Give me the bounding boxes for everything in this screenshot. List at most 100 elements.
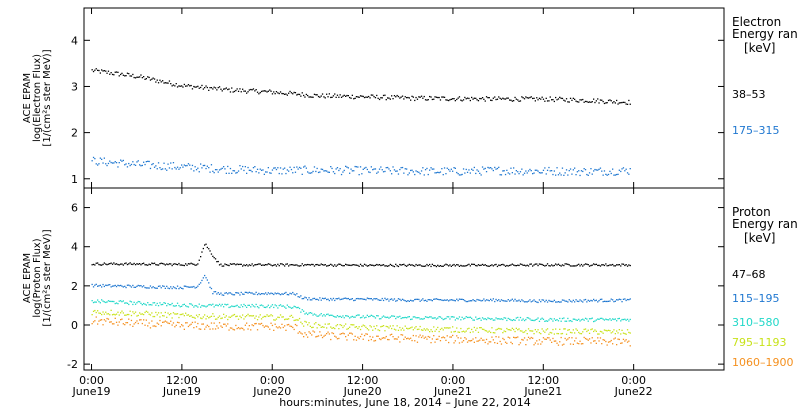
electron-data-point: [166, 82, 168, 84]
proton-data-point: [92, 286, 95, 288]
electron-data-point: [574, 98, 576, 100]
proton-data-point: [350, 264, 352, 267]
proton-data-point: [556, 319, 558, 321]
proton-data-point: [509, 318, 511, 320]
proton-data-point: [353, 324, 355, 326]
proton-data-point: [133, 312, 135, 315]
proton-data-point: [437, 264, 439, 266]
proton-data-point: [149, 285, 152, 287]
proton-data-point: [205, 277, 207, 279]
electron-data-point: [250, 88, 252, 91]
proton-data-point: [324, 297, 326, 299]
electron-data-point: [452, 170, 454, 172]
proton-data-point: [240, 263, 242, 265]
electron-data-point: [190, 84, 192, 87]
proton-data-point: [218, 322, 221, 324]
proton-data-point: [389, 334, 391, 336]
xtick-time-label: 0:00: [260, 374, 285, 387]
electron-data-point: [363, 96, 366, 99]
electron-data-point: [452, 98, 454, 100]
proton-data-point: [168, 287, 171, 290]
proton-data-point: [578, 331, 580, 334]
proton-data-point: [242, 293, 244, 295]
electron-data-point: [618, 102, 620, 104]
proton-data-point: [168, 322, 171, 325]
proton-data-point: [408, 338, 410, 340]
electron-data-point: [479, 97, 481, 100]
proton-data-point: [126, 263, 129, 266]
electron-data-point: [136, 161, 138, 163]
proton-data-point: [418, 298, 420, 301]
proton-data-point: [515, 317, 517, 319]
electron-data-point: [145, 161, 147, 163]
proton-data-point: [372, 299, 374, 301]
proton-data-point: [221, 294, 223, 296]
proton-data-point: [97, 262, 99, 264]
electron-data-point: [365, 166, 367, 169]
proton-data-point: [370, 298, 372, 300]
electron-data-point: [331, 96, 333, 98]
proton-ytick-label: 6: [71, 202, 78, 215]
electron-data-point: [309, 172, 311, 174]
proton-data-point: [599, 317, 602, 320]
proton-data-point: [427, 265, 429, 267]
proton-data-point: [350, 332, 352, 334]
proton-data-point: [551, 332, 553, 334]
proton-data-point: [397, 316, 400, 318]
proton-data-point: [530, 263, 532, 265]
proton-data-point: [284, 318, 286, 321]
electron-data-point: [534, 169, 536, 171]
proton-data-point: [471, 328, 473, 331]
electron-data-point: [460, 174, 462, 176]
proton-data-point: [437, 317, 439, 319]
proton-data-point: [286, 324, 288, 326]
electron-data-point: [490, 99, 492, 101]
electron-data-point: [118, 75, 120, 77]
proton-data-point: [152, 262, 154, 265]
proton-data-point: [267, 304, 269, 306]
proton-data-point: [263, 306, 265, 308]
electron-data-point: [488, 97, 490, 99]
electron-data-point: [620, 102, 622, 104]
proton-data-point: [502, 299, 504, 302]
proton-data-point: [235, 305, 237, 307]
electron-data-point: [221, 167, 223, 169]
proton-data-point: [323, 314, 325, 316]
proton-data-point: [139, 263, 141, 265]
proton-data-point: [392, 299, 394, 301]
electron-data-point: [557, 174, 560, 176]
proton-data-point: [626, 329, 629, 331]
electron-data-point: [594, 101, 596, 104]
proton-data-point: [342, 265, 344, 267]
electron-legend-unit: [keV]: [744, 41, 775, 55]
electron-data-point: [469, 99, 471, 102]
proton-data-point: [457, 299, 459, 302]
proton-data-point: [345, 336, 347, 338]
electron-data-point: [553, 100, 555, 103]
proton-data-point: [270, 264, 272, 266]
electron-data-point: [419, 173, 421, 175]
proton-data-point: [392, 315, 394, 317]
electron-data-point: [476, 99, 478, 101]
proton-data-point: [484, 318, 486, 320]
electron-data-point: [407, 174, 409, 176]
proton-data-point: [430, 299, 432, 301]
electron-data-point: [214, 169, 217, 171]
proton-data-point: [621, 301, 623, 303]
proton-data-point: [439, 328, 442, 331]
proton-data-point: [460, 264, 462, 267]
proton-data-point: [433, 335, 435, 337]
electron-data-point: [388, 168, 390, 170]
proton-data-point: [492, 298, 494, 300]
proton-data-point: [365, 333, 367, 335]
electron-data-point: [137, 76, 139, 78]
proton-data-point: [359, 263, 362, 265]
proton-data-point: [381, 297, 383, 300]
electron-data-point: [431, 98, 433, 101]
electron-data-point: [464, 96, 466, 99]
proton-data-point: [330, 338, 332, 341]
electron-data-point: [349, 96, 351, 99]
proton-data-point: [213, 257, 215, 259]
proton-data-point: [147, 302, 149, 304]
proton-data-point: [330, 314, 332, 316]
